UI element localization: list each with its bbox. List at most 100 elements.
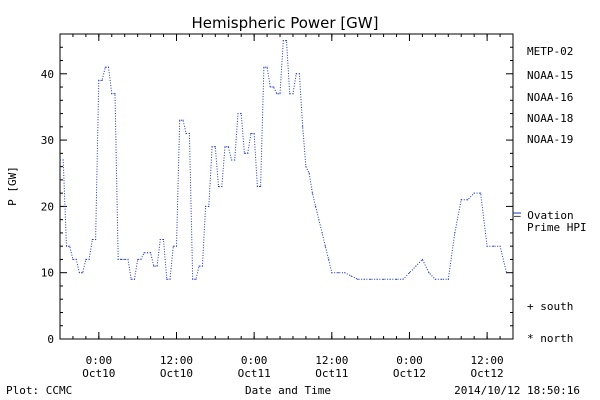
data-point bbox=[243, 152, 245, 154]
x-axis-label: Date and Time bbox=[245, 384, 331, 397]
data-point bbox=[273, 86, 275, 88]
legend-symbol-south: + south bbox=[527, 300, 573, 313]
data-point bbox=[506, 272, 507, 274]
data-point bbox=[146, 252, 148, 254]
data-point bbox=[150, 252, 152, 254]
ovation-label-line1: – Ovation bbox=[514, 209, 574, 222]
data-point bbox=[315, 205, 317, 207]
data-point bbox=[88, 258, 90, 260]
data-point bbox=[227, 146, 229, 148]
data-point bbox=[172, 245, 174, 247]
data-point bbox=[318, 219, 320, 221]
y-tick-label: 20 bbox=[41, 200, 54, 213]
data-point bbox=[266, 66, 268, 68]
x-tick-label-date: Oct12 bbox=[471, 367, 504, 380]
data-point bbox=[224, 146, 226, 148]
data-point bbox=[286, 40, 287, 42]
data-point bbox=[214, 146, 216, 148]
data-point bbox=[198, 265, 200, 267]
data-point bbox=[460, 199, 462, 201]
data-point bbox=[331, 272, 333, 274]
x-tick-label-time: 12:00 bbox=[315, 354, 348, 367]
data-point bbox=[78, 272, 80, 274]
data-point bbox=[153, 265, 155, 267]
data-point bbox=[156, 265, 158, 267]
data-point bbox=[415, 265, 417, 267]
data-point bbox=[140, 258, 142, 260]
plot-frame bbox=[59, 33, 514, 340]
x-tick-label-date: Oct11 bbox=[315, 367, 348, 380]
data-point bbox=[324, 245, 326, 247]
data-point bbox=[276, 93, 278, 95]
data-point bbox=[370, 278, 372, 280]
data-point bbox=[127, 258, 129, 260]
data-point bbox=[192, 278, 194, 280]
data-point bbox=[447, 278, 449, 280]
data-point bbox=[85, 258, 87, 260]
data-point bbox=[421, 258, 423, 260]
data-point bbox=[59, 159, 61, 161]
data-point bbox=[473, 192, 475, 194]
data-point bbox=[185, 133, 187, 134]
data-point bbox=[95, 239, 97, 240]
data-point bbox=[208, 205, 210, 207]
legend-entry: METP-02 bbox=[527, 45, 573, 58]
data-point bbox=[240, 113, 242, 115]
data-point bbox=[205, 205, 207, 207]
x-tick-label-time: 0:00 bbox=[86, 354, 113, 367]
legend-entry: NOAA-18 bbox=[527, 112, 573, 125]
data-point bbox=[402, 278, 404, 280]
legend-entry: NOAA-15 bbox=[527, 69, 573, 82]
data-point bbox=[357, 278, 359, 280]
data-point bbox=[234, 159, 236, 161]
data-point bbox=[91, 239, 93, 240]
data-point bbox=[434, 278, 436, 280]
data-point bbox=[211, 146, 213, 148]
data-point bbox=[195, 278, 197, 280]
plot-credit: Plot: CCMC bbox=[6, 384, 72, 397]
data-point bbox=[121, 258, 122, 260]
data-point bbox=[441, 278, 443, 280]
y-tick-label: 0 bbox=[47, 333, 54, 346]
data-point bbox=[376, 278, 378, 280]
data-point bbox=[337, 272, 339, 274]
data-point bbox=[98, 79, 100, 81]
x-tick-label-date: Oct12 bbox=[393, 367, 426, 380]
x-tick-label-date: Oct10 bbox=[160, 367, 193, 380]
data-point bbox=[302, 126, 304, 128]
data-point bbox=[282, 40, 284, 42]
data-point bbox=[344, 272, 346, 274]
data-point bbox=[111, 93, 113, 95]
x-tick-label-date: Oct10 bbox=[82, 367, 115, 380]
data-point bbox=[231, 159, 232, 161]
data-point bbox=[163, 239, 164, 240]
data-point bbox=[486, 245, 488, 247]
data-point bbox=[298, 73, 300, 75]
legend: METP-02 NOAA-15 NOAA-16 NOAA-18 NOAA-19 … bbox=[527, 45, 573, 345]
data-point bbox=[499, 245, 501, 247]
data-point bbox=[133, 278, 135, 280]
data-point bbox=[289, 93, 291, 95]
data-point bbox=[328, 258, 330, 260]
data-point bbox=[75, 258, 77, 260]
data-point bbox=[179, 119, 181, 121]
data-point bbox=[62, 159, 64, 161]
data-point bbox=[188, 133, 190, 134]
ovation-indicator: – Ovation Prime HPI bbox=[514, 209, 587, 234]
data-point bbox=[201, 265, 203, 267]
data-point bbox=[237, 113, 239, 115]
data-point bbox=[305, 166, 307, 168]
y-tick-label: 30 bbox=[41, 134, 54, 147]
data-point bbox=[117, 258, 119, 260]
data-point bbox=[143, 252, 145, 254]
series-layer bbox=[59, 40, 521, 280]
data-point bbox=[321, 232, 323, 234]
data-point bbox=[396, 278, 397, 280]
plot-timestamp: 2014/10/12 18:50:16 bbox=[454, 384, 580, 397]
legend-entry: NOAA-16 bbox=[527, 91, 573, 104]
y-tick-label: 10 bbox=[41, 267, 54, 280]
data-point bbox=[169, 278, 171, 280]
data-point bbox=[176, 245, 177, 247]
data-point bbox=[247, 152, 249, 154]
data-point bbox=[101, 79, 103, 81]
